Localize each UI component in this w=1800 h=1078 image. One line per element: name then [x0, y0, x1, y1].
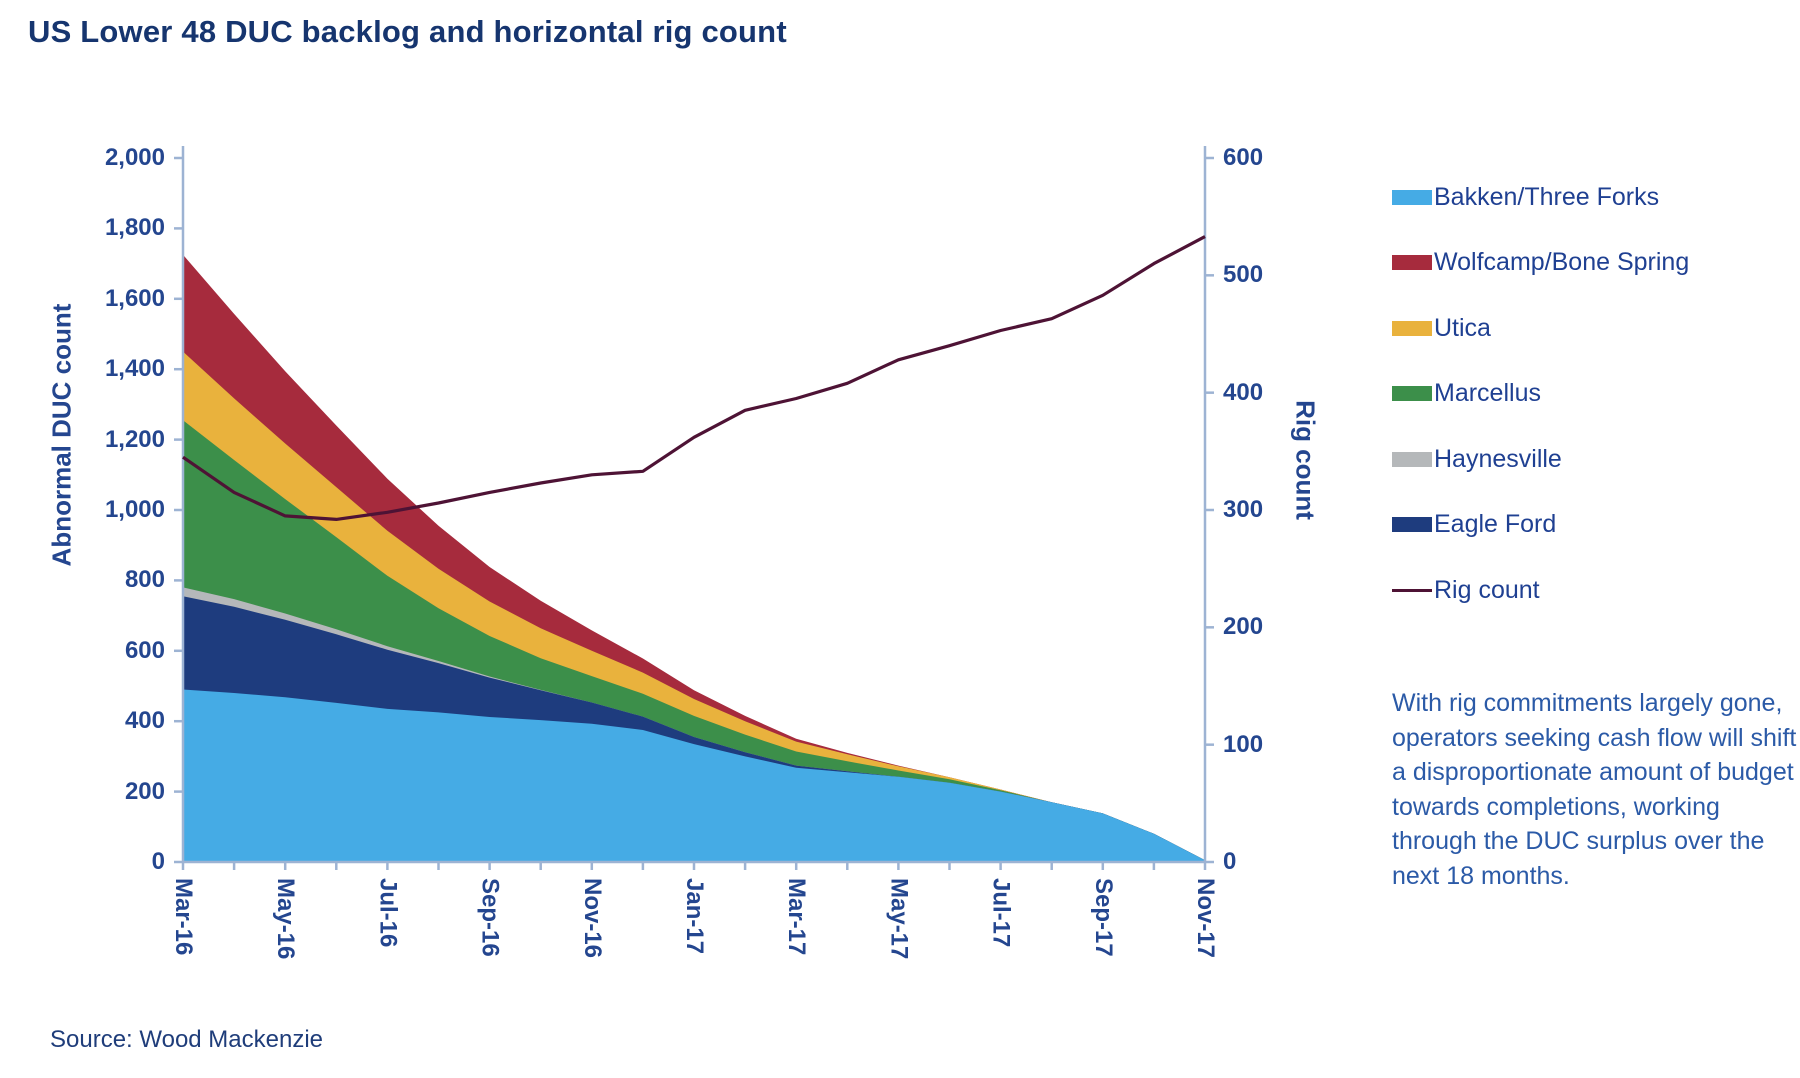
legend-item: Bakken/Three Forks: [1392, 182, 1659, 212]
right-axis-tick-label: 200: [1223, 613, 1264, 641]
legend-label: Marcellus: [1434, 379, 1541, 407]
x-axis-tick-label: Jul-17: [987, 878, 1015, 948]
x-axis-tick-label: Jul-16: [374, 878, 402, 948]
annotation-text: With rig commitments largely gone, opera…: [1392, 689, 1797, 890]
right-axis-tick-label: 500: [1223, 261, 1264, 289]
x-axis-tick-label: Mar-16: [170, 878, 197, 956]
right-axis-tick-label: 0: [1223, 848, 1237, 875]
legend-color-swatch: [1392, 517, 1432, 532]
legend-label: Haynesville: [1434, 444, 1562, 473]
x-axis-tick-label: Sep-16: [476, 878, 504, 957]
x-axis-tick-label: May-17: [885, 878, 913, 960]
legend-item: Marcellus: [1392, 379, 1541, 409]
left-axis-tick-label: 800: [124, 566, 165, 594]
left-axis-tick-label: 1,600: [104, 284, 165, 312]
legend-color-swatch: [1392, 255, 1432, 270]
legend-color-swatch: [1392, 451, 1432, 467]
legend-label: Utica: [1434, 313, 1491, 342]
legend-item: Utica: [1392, 313, 1491, 343]
x-axis-tick-label: Mar-17: [783, 878, 811, 956]
left-axis-tick-label: 200: [124, 777, 165, 805]
legend-color-swatch: [1392, 320, 1432, 336]
left-axis-tick-label: 2,000: [104, 144, 165, 171]
left-axis-tick-label: 1,800: [104, 214, 165, 242]
left-axis-tick-label: 600: [124, 636, 165, 664]
x-axis-tick-label: May-16: [272, 878, 300, 960]
legend-label: Eagle Ford: [1434, 510, 1557, 538]
left-axis-tick-label: 400: [124, 707, 165, 735]
legend-color-swatch: [1392, 189, 1432, 205]
left-axis-tick-label: 0: [151, 848, 165, 875]
x-axis-tick-label: Nov-17: [1192, 878, 1219, 959]
area-0: [183, 689, 1205, 862]
right-axis-tick-label: 600: [1223, 144, 1264, 171]
legend-item: Eagle Ford: [1392, 510, 1556, 540]
legend-label: Rig count: [1434, 575, 1540, 604]
left-axis-tick-label: 1,200: [104, 425, 165, 453]
legend-item: Wolfcamp/Bone Spring: [1392, 248, 1689, 278]
right-axis-title: Rig count: [1290, 400, 1321, 520]
right-axis-tick-label: 400: [1223, 378, 1264, 406]
legend-label: Wolfcamp/Bone Spring: [1434, 248, 1690, 276]
x-axis-tick-label: Sep-17: [1089, 878, 1117, 957]
right-axis-tick-label: 100: [1223, 730, 1264, 758]
left-axis-tick-label: 1,000: [104, 496, 165, 523]
left-axis-tick-label: 1,400: [104, 355, 165, 383]
rig-count-line: [182, 235, 1206, 522]
legend-color-swatch: [1392, 386, 1432, 401]
legend-label: Bakken/Three Forks: [1434, 182, 1660, 211]
page-title: US Lower 48 DUC backlog and horizontal r…: [28, 14, 787, 49]
source-text: Source: Wood Mackenzie: [50, 1026, 324, 1053]
x-axis-tick-label: Nov-16: [578, 878, 606, 959]
right-axis-tick-label: 300: [1223, 496, 1264, 523]
legend-item: Haynesville: [1392, 444, 1562, 474]
x-axis-tick-label: Jan-17: [681, 878, 708, 955]
legend-line-swatch: [1392, 588, 1432, 592]
legend-item: Rig count: [1392, 575, 1540, 605]
